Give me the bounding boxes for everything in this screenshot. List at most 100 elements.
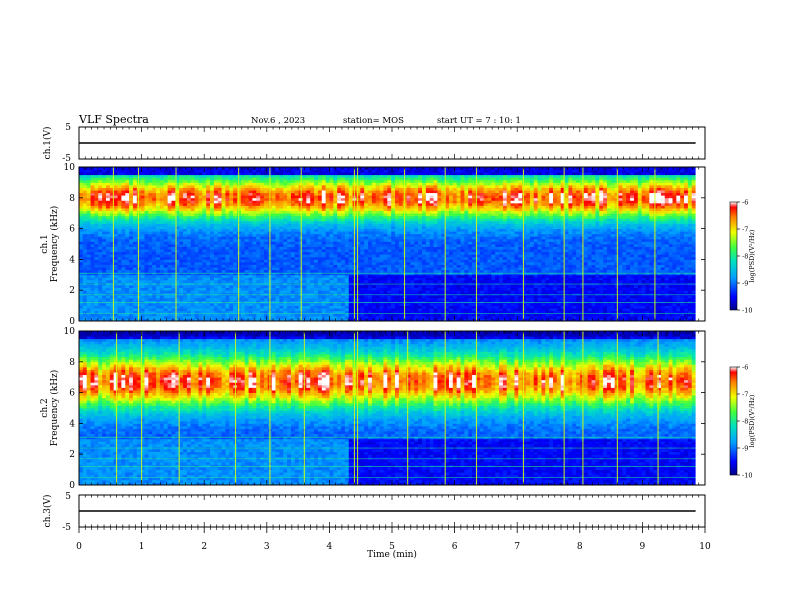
spec-cell: [333, 297, 338, 301]
spec-cell: [321, 305, 327, 309]
spec-cell: [86, 192, 91, 196]
spec-cell: [306, 174, 311, 178]
spec-cell: [82, 218, 88, 222]
spec-cell: [383, 295, 388, 299]
spec-cell: [256, 223, 261, 227]
spec-cell: [210, 192, 215, 196]
spec-cell: [287, 318, 292, 321]
spec-cell: [317, 295, 323, 299]
spec-cell: [167, 223, 172, 227]
spec-cell: [252, 303, 257, 306]
spec-cell: [271, 300, 276, 304]
spec-cell: [290, 220, 296, 224]
spec-cell: [86, 174, 91, 178]
spec-cell: [325, 308, 330, 312]
spec-cell: [159, 226, 165, 229]
spec-cell: [325, 305, 330, 309]
spec-cell: [379, 272, 384, 276]
spec-cell: [252, 192, 257, 196]
spec-cell: [148, 254, 153, 258]
spec-cell: [283, 215, 288, 219]
spec-cell: [244, 259, 249, 263]
spec-cell: [310, 174, 315, 178]
spec-cell: [121, 256, 126, 260]
spec-cell: [283, 310, 288, 314]
spec-cell: [271, 259, 276, 263]
spec-cell: [252, 231, 257, 235]
spec-cell: [206, 300, 211, 304]
spec-cell: [148, 228, 153, 232]
spec-cell: [310, 192, 315, 196]
spec-cell: [294, 213, 300, 217]
spec-cell: [117, 210, 122, 214]
spec-cell: [263, 210, 269, 214]
spec-cell: [348, 220, 354, 224]
spec-cell: [244, 223, 249, 227]
spec-cell: [140, 236, 145, 240]
spec-cell: [82, 238, 88, 242]
spec-cell: [179, 305, 184, 309]
spec-cell: [186, 285, 192, 289]
spec-cell: [341, 223, 346, 227]
spec-cell: [156, 210, 161, 214]
spec-cell: [263, 310, 269, 314]
spec-cell: [213, 233, 219, 237]
spec-cell: [341, 256, 346, 260]
spec-cell: [82, 261, 88, 265]
spec-cell: [140, 241, 145, 245]
spec-cell: [356, 249, 361, 253]
spec-cell: [198, 264, 203, 268]
spec-cell: [310, 218, 315, 222]
spec-cell: [82, 279, 88, 283]
spec-cell: [229, 202, 234, 206]
spec-cell: [129, 292, 134, 296]
spec-cell: [344, 254, 350, 258]
spec-cell: [129, 267, 134, 271]
spec-cell: [294, 202, 300, 206]
spec-cell: [210, 303, 215, 306]
spec-cell: [244, 177, 249, 181]
spec-cell: [275, 279, 280, 283]
spec-cell: [356, 187, 361, 191]
spec-cell: [333, 200, 338, 204]
spec-cell: [252, 310, 257, 314]
spec-cell: [383, 279, 388, 283]
spec-cell: [383, 290, 388, 294]
spec-cell: [148, 220, 153, 224]
spec-cell: [175, 187, 180, 191]
spec-cell: [368, 267, 373, 271]
spec-cell: [202, 218, 207, 222]
spec-cell: [244, 195, 249, 199]
spec-cell: [190, 267, 196, 271]
spec-cell: [113, 182, 118, 186]
spec-cell: [102, 295, 107, 299]
spec-cell: [94, 285, 99, 289]
spec-cell: [225, 220, 230, 224]
spec-cell: [283, 297, 288, 301]
spec-cell: [221, 184, 226, 188]
spec-cell: [129, 287, 134, 291]
spec-cell: [86, 205, 91, 209]
spec-cell: [279, 249, 284, 253]
spec-cell: [252, 274, 257, 278]
spec-cell: [152, 295, 157, 299]
spec-cell: [279, 308, 284, 312]
spec-cell: [79, 205, 84, 209]
spec-cell: [379, 305, 384, 309]
spec-cell: [271, 295, 276, 299]
spec-cell: [152, 205, 157, 209]
spec-cell: [252, 254, 257, 258]
spec-cell: [325, 315, 330, 319]
spec-cell: [102, 238, 107, 242]
spec-cell: [190, 236, 196, 240]
spec-cell: [98, 246, 103, 250]
spec-cell: [117, 315, 122, 319]
spec-cell: [129, 215, 134, 219]
spec-cell: [94, 228, 99, 232]
spec-cell: [82, 205, 88, 209]
spec-cell: [341, 213, 346, 217]
spec-cell: [294, 169, 300, 173]
spec-cell: [163, 241, 169, 245]
spec-cell: [140, 179, 145, 183]
spec-cell: [140, 192, 145, 196]
